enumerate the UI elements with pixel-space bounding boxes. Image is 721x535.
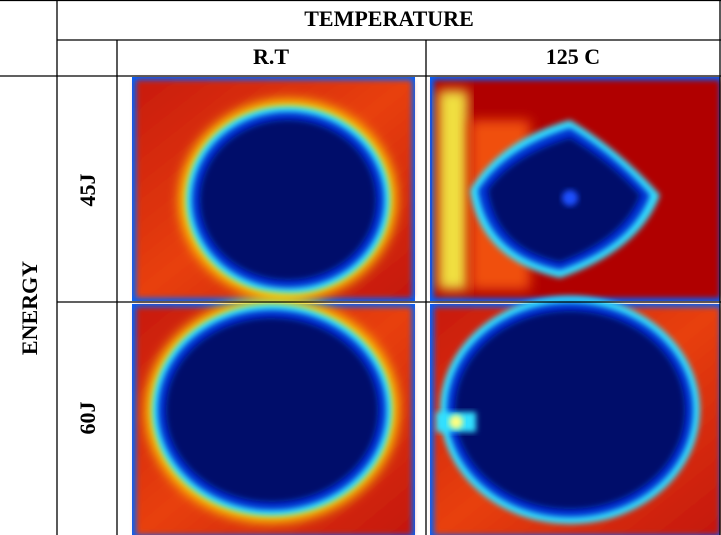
scan-image	[430, 77, 720, 301]
row-label: 45J	[75, 174, 100, 207]
scan-image	[430, 296, 720, 535]
row-label: 60J	[75, 402, 100, 435]
scan-image	[132, 77, 415, 301]
scan-image	[132, 298, 415, 535]
row-header: ENERGY	[17, 261, 42, 355]
column-header: 125 C	[546, 44, 600, 69]
header-title: TEMPERATURE	[304, 6, 474, 31]
column-header: R.T	[253, 44, 289, 69]
figure-table: TEMPERATURE R.T 125 C ENERGY 45J 60J	[0, 0, 721, 535]
